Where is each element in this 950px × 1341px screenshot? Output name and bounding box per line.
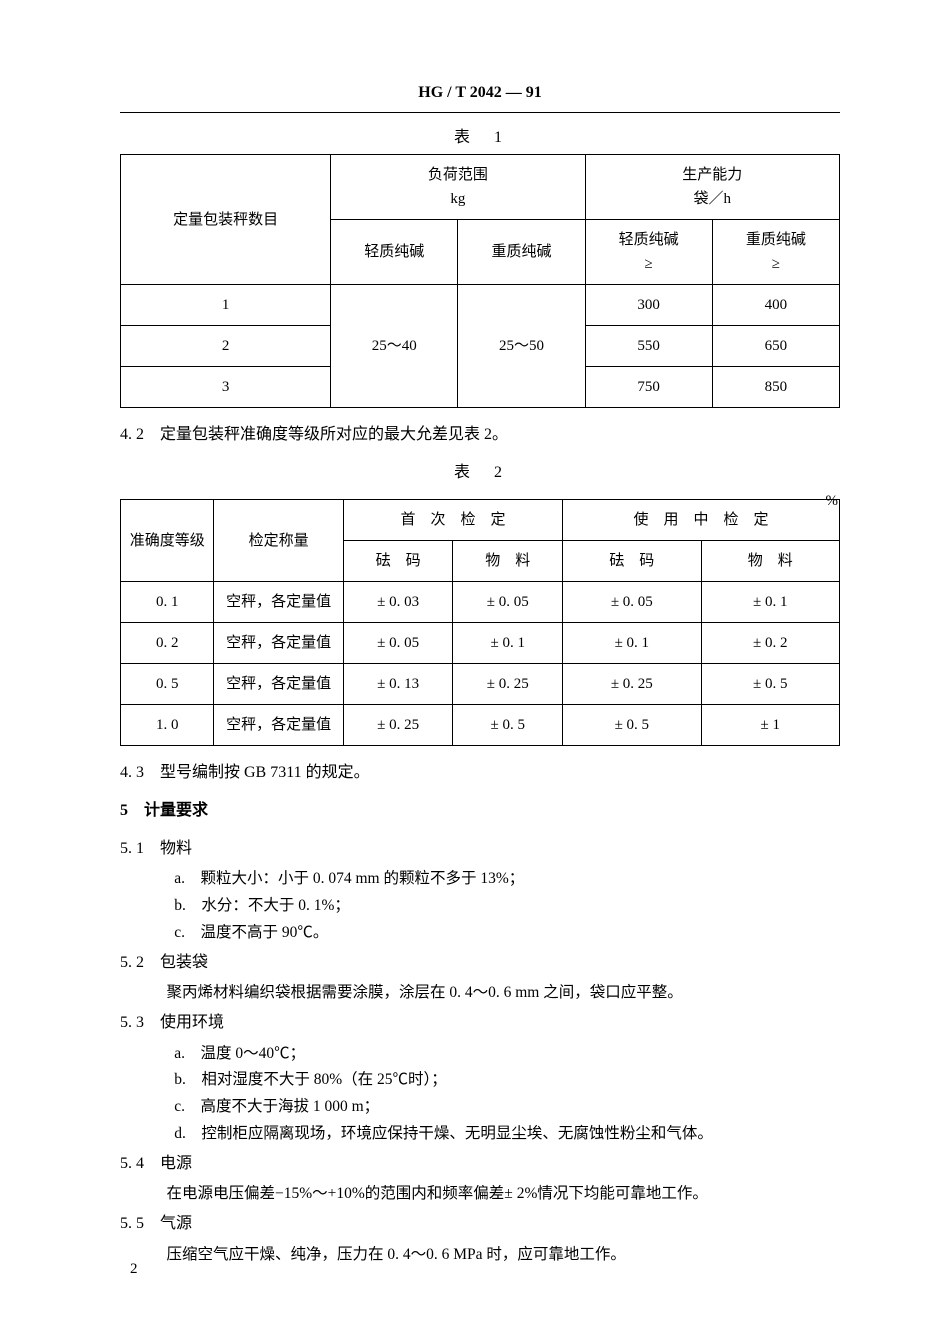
- s5-2-body: 聚丙烯材料编织袋根据需要涂膜，涂层在 0. 4～0. 6 mm 之间，袋口应平整…: [120, 981, 840, 1006]
- t2-r3-b: ± 0. 5: [453, 705, 563, 746]
- sec5-num: 5: [120, 802, 128, 819]
- t1-gte-1: ≥: [590, 252, 708, 276]
- s5-3-heading: 5. 3 使用环境: [120, 1010, 840, 1036]
- t2-r3-a: ± 0. 25: [343, 705, 453, 746]
- t1-r1-capheavy: 400: [712, 285, 839, 326]
- t2-r0-d: ± 0. 1: [701, 582, 839, 623]
- table-row: 0. 1 空秤，各定量值 ± 0. 03 ± 0. 05 ± 0. 05 ± 0…: [121, 582, 840, 623]
- t2-r0-load: 空秤，各定量值: [214, 582, 343, 623]
- t1-hdr-load-label: 负荷范围: [335, 163, 580, 187]
- t2-r0-c: ± 0. 05: [563, 582, 701, 623]
- t1-hdr-cap-unit: 袋／h: [590, 187, 835, 211]
- s5-3-c: c. 高度不大于海拔 1 000 m；: [120, 1095, 840, 1120]
- table-1: 定量包装秤数目 负荷范围 kg 生产能力 袋／h 轻质纯碱 重质纯碱 轻质纯碱 …: [120, 154, 840, 408]
- t2-hdr-material-1: 物 料: [453, 541, 563, 582]
- t1-load-heavy: 25～50: [458, 285, 585, 408]
- t2-r3-d: ± 1: [701, 705, 839, 746]
- t1-hdr-heavy2-label: 重质纯碱: [717, 228, 835, 252]
- t1-r3-capheavy: 850: [712, 367, 839, 408]
- t1-hdr-heavy: 重质纯碱: [458, 220, 585, 285]
- header-rule: [120, 112, 840, 113]
- t2-r3-c: ± 0. 5: [563, 705, 701, 746]
- t2-r2-d: ± 0. 5: [701, 664, 839, 705]
- s5-4-body: 在电源电压偏差−15%～+10%的范围内和频率偏差± 2%情况下均能可靠地工作。: [120, 1182, 840, 1207]
- s5-5-body: 压缩空气应干燥、纯净，压力在 0. 4～0. 6 MPa 时，应可靠地工作。: [120, 1243, 840, 1268]
- t1-r1-count: 1: [121, 285, 331, 326]
- t1-r2-count: 2: [121, 326, 331, 367]
- table-row: 1. 0 空秤，各定量值 ± 0. 25 ± 0. 5 ± 0. 5 ± 1: [121, 705, 840, 746]
- t2-r2-c: ± 0. 25: [563, 664, 701, 705]
- table-row: 0. 2 空秤，各定量值 ± 0. 05 ± 0. 1 ± 0. 1 ± 0. …: [121, 623, 840, 664]
- t1-r3-caplight: 750: [585, 367, 712, 408]
- s5-1-c: c. 温度不高于 90℃。: [120, 921, 840, 946]
- s5-3-b: b. 相对湿度不大于 80%（在 25℃时）；: [120, 1068, 840, 1093]
- t2-hdr-weight-1: 砝 码: [343, 541, 453, 582]
- para-4-2: 4. 2 定量包装秤准确度等级所对应的最大允差见表 2。: [120, 422, 840, 448]
- t1-hdr-heavy2: 重质纯碱 ≥: [712, 220, 839, 285]
- t1-load-light: 25～40: [331, 285, 458, 408]
- t2-r1-d: ± 0. 2: [701, 623, 839, 664]
- doc-code: HG / T 2042 — 91: [120, 80, 840, 106]
- t2-r1-b: ± 0. 1: [453, 623, 563, 664]
- table-row: 0. 5 空秤，各定量值 ± 0. 13 ± 0. 25 ± 0. 25 ± 0…: [121, 664, 840, 705]
- s5-4-heading: 5. 4 电源: [120, 1151, 840, 1177]
- t2-r2-a: ± 0. 13: [343, 664, 453, 705]
- t2-r1-level: 0. 2: [121, 623, 214, 664]
- s5-3-a: a. 温度 0～40℃；: [120, 1042, 840, 1067]
- t1-hdr-cap: 生产能力 袋／h: [585, 155, 839, 220]
- t1-hdr-light2-label: 轻质纯碱: [590, 228, 708, 252]
- t2-r2-b: ± 0. 25: [453, 664, 563, 705]
- t1-hdr-count: 定量包装秤数目: [121, 155, 331, 285]
- t1-r2-capheavy: 650: [712, 326, 839, 367]
- table1-caption: 表 1: [120, 125, 840, 151]
- table2-caption: 表 2: [120, 460, 840, 486]
- t2-r2-load: 空秤，各定量值: [214, 664, 343, 705]
- t2-r0-level: 0. 1: [121, 582, 214, 623]
- t2-r1-a: ± 0. 05: [343, 623, 453, 664]
- t1-r3-count: 3: [121, 367, 331, 408]
- t1-hdr-cap-label: 生产能力: [590, 163, 835, 187]
- t1-hdr-light: 轻质纯碱: [331, 220, 458, 285]
- s5-2-heading: 5. 2 包装袋: [120, 950, 840, 976]
- t1-hdr-light2: 轻质纯碱 ≥: [585, 220, 712, 285]
- table-2: 准确度等级 检定称量 首 次 检 定 使 用 中 检 定 砝 码 物 料 砝 码…: [120, 499, 840, 746]
- para-4-3: 4. 3 型号编制按 GB 7311 的规定。: [120, 760, 840, 786]
- s5-1-b: b. 水分：不大于 0. 1%；: [120, 894, 840, 919]
- t2-hdr-material-2: 物 料: [701, 541, 839, 582]
- t2-hdr-weight-2: 砝 码: [563, 541, 701, 582]
- t2-r0-a: ± 0. 03: [343, 582, 453, 623]
- t2-r3-level: 1. 0: [121, 705, 214, 746]
- section-5: 5 计量要求: [120, 798, 840, 824]
- t1-hdr-load: 负荷范围 kg: [331, 155, 585, 220]
- t1-r2-caplight: 550: [585, 326, 712, 367]
- s5-5-heading: 5. 5 气源: [120, 1211, 840, 1237]
- s5-3-d: d. 控制柜应隔离现场，环境应保持干燥、无明显尘埃、无腐蚀性粉尘和气体。: [120, 1122, 840, 1147]
- t2-r3-load: 空秤，各定量值: [214, 705, 343, 746]
- s5-1-heading: 5. 1 物料: [120, 836, 840, 862]
- t2-r1-c: ± 0. 1: [563, 623, 701, 664]
- t2-r1-load: 空秤，各定量值: [214, 623, 343, 664]
- sec5-title: 计量要求: [144, 802, 208, 819]
- t2-r2-level: 0. 5: [121, 664, 214, 705]
- s5-1-a: a. 颗粒大小：小于 0. 074 mm 的颗粒不多于 13%；: [120, 867, 840, 892]
- page-number: 2: [130, 1257, 138, 1281]
- t1-gte-2: ≥: [717, 252, 835, 276]
- table2-percent: %: [120, 489, 838, 513]
- t1-r1-caplight: 300: [585, 285, 712, 326]
- t2-r0-b: ± 0. 05: [453, 582, 563, 623]
- t1-hdr-load-unit: kg: [335, 187, 580, 211]
